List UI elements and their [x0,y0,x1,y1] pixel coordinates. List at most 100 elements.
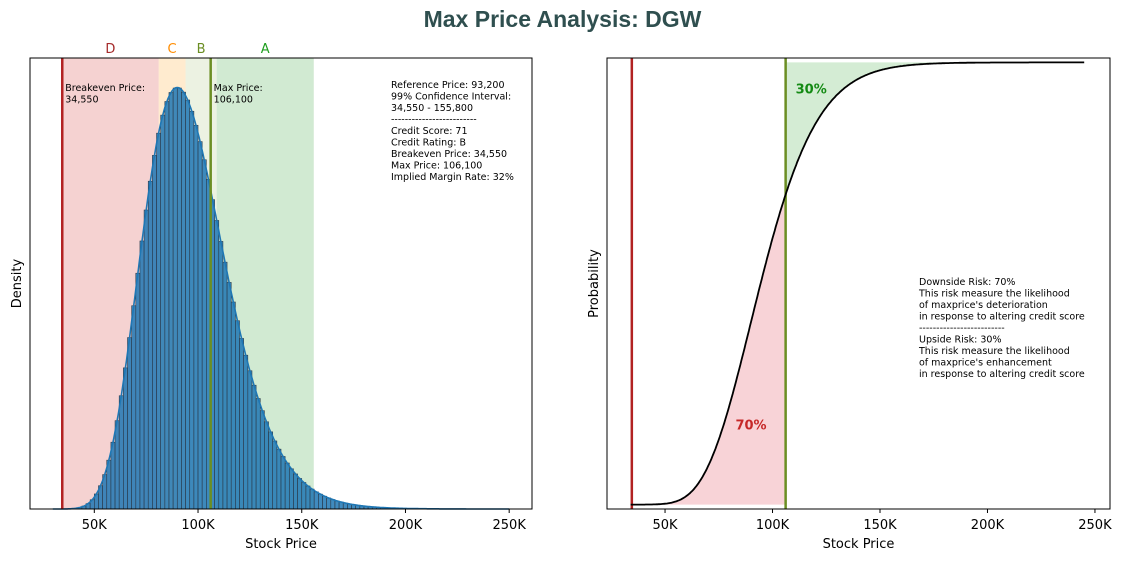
right-info-box-line: This risk measure the likelihood [918,346,1070,357]
histogram-bar [164,101,170,510]
left-info-box-line: Breakeven Price: 34,550 [391,149,507,160]
left-info-box-line: Credit Rating: B [391,138,466,149]
histogram-bar [214,220,220,510]
max-price-annotation: 106,100 [214,95,253,106]
left-y-axis-label: Density [10,258,25,308]
histogram-bar [230,301,236,510]
histogram-bar [235,320,240,510]
histogram-bar [123,367,128,510]
right-x-tick-label: 100K [756,518,790,533]
histogram-bar [326,497,332,510]
histogram-bar [284,462,290,510]
histogram-bar [156,132,161,510]
histogram-bar [193,124,199,510]
left-info-box-line: 99% Confidence Interval: [391,92,511,103]
left-x-tick-label: 100K [181,518,215,533]
histogram-bar [160,114,166,510]
histogram-bar [297,478,303,510]
upside-percent-label: 30% [796,82,827,97]
right-x-tick-label: 50K [652,518,678,533]
left-info-box-line: Max Price: 106,100 [391,161,482,172]
right-info-box-line: This risk measure the likelihood [918,289,1070,300]
histogram-bar [313,491,319,510]
histogram-bar [185,99,191,510]
breakeven-annotation: Breakeven Price: [65,83,145,94]
zone-B-label: B [197,42,206,57]
histogram-bar [189,110,195,510]
histogram-bar [168,92,174,510]
right-y-axis-label: Probability [587,249,602,318]
histogram-bar [247,370,253,510]
left-info-box-line: Reference Price: 93,200 [391,80,505,91]
right-info-box-line: of maxprice's enhancement [919,358,1052,369]
left-x-tick-label: 250K [493,518,527,533]
left-info-box-line: ------------------------- [391,115,477,126]
histogram-bar [305,485,311,510]
right-info-box-line: of maxprice's deterioration [919,300,1048,311]
histogram-bar [272,440,278,510]
histogram-bar [127,337,132,510]
histogram-bar [255,398,261,510]
left-info-box-line: 34,550 - 155,800 [391,103,473,114]
histogram-bar [322,495,327,510]
zone-D-label: D [105,42,115,57]
left-x-tick-label: 150K [285,518,319,533]
histogram-bar [259,410,265,510]
page-title: Max Price Analysis: DGW [423,6,702,32]
right-plot-frame [606,57,1111,510]
left-info-box-line: Implied Margin Rate: 32% [391,172,514,183]
cdf-line [630,61,1085,506]
histogram-bar [176,87,182,510]
histogram-bar [280,456,286,510]
right-info-box-line: Upside Risk: 30% [919,335,1002,346]
histogram-bar [181,91,186,510]
histogram-bar [268,431,274,510]
histogram-bar [222,261,228,510]
histogram-bar [276,448,282,510]
right-info-box-line: ------------------------- [919,323,1005,334]
histogram-bar [330,499,336,510]
downside-fill [631,194,786,505]
right-x-tick-label: 150K [863,518,897,533]
right-info-box-line: Downside Risk: 70% [919,277,1015,288]
histogram-bar [147,180,153,510]
left-x-tick-label: 50K [82,518,108,533]
right-info-box-line: in response to altering credit score [919,369,1085,380]
histogram-bar [172,87,178,510]
histogram-bar [264,421,269,510]
histogram-bar [139,240,145,510]
histogram-bar [135,272,141,510]
left-plot-frame [29,57,533,510]
left-info-box-line: Credit Score: 71 [391,126,468,137]
right-x-axis-label: Stock Price [823,537,895,552]
max-price-annotation: Max Price: [214,83,263,94]
right-info-box-line: in response to altering credit score [919,312,1085,323]
histogram-bar [309,488,315,510]
zone-A-label: A [261,42,270,57]
upside-fill [785,62,1085,195]
histogram-bar [288,468,294,510]
left-x-axis-label: Stock Price [245,537,317,552]
histogram-bar [201,159,207,510]
histogram-bar [131,305,137,510]
histogram-bar [318,493,323,510]
right-x-tick-label: 250K [1078,518,1112,533]
histogram-bar [301,482,307,510]
downside-percent-label: 70% [735,418,766,433]
left-x-tick-label: 200K [389,518,423,533]
histogram-bar [218,241,224,510]
histogram-bar [143,209,149,510]
zone-C-label: C [168,42,177,57]
breakeven-annotation: 34,550 [65,95,98,106]
histogram-bar [197,141,203,510]
histogram-bar [226,282,232,510]
histogram-bar [118,395,124,510]
histogram-bar [251,384,257,510]
histogram-bar [239,338,244,510]
right-x-tick-label: 200K [971,518,1005,533]
histogram-bar [114,420,120,510]
histogram-bar [152,155,157,510]
histogram-bar [243,354,249,510]
histogram-bar [293,473,298,510]
